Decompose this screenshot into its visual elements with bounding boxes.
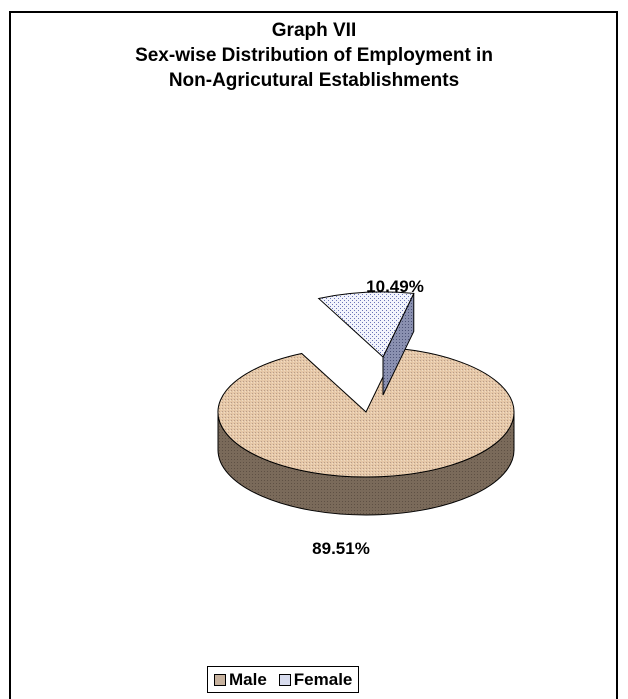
pie-slice-female [317,291,415,358]
chart-title: Graph VII Sex-wise Distribution of Emplo… [0,18,628,93]
pie-slice-male [217,347,515,478]
legend-item-female: Female [278,669,353,690]
title-line-3: Non-Agricutural Establishments [168,70,460,91]
title-line-2: Sex-wise Distribution of Employment in [135,45,493,66]
data-label-male: 89.51% [312,539,370,558]
legend-item-male: Male [214,670,267,690]
legend-label-female: Female [293,669,353,689]
chart-frame [9,11,618,699]
title-line-1: Graph VII [271,20,357,41]
legend-swatch-male [214,673,226,686]
legend-swatch-female [278,673,291,686]
legend-label-male: Male [229,669,267,689]
chart-legend: Male Female [207,666,360,693]
data-label-female: 10.49% [366,277,424,296]
